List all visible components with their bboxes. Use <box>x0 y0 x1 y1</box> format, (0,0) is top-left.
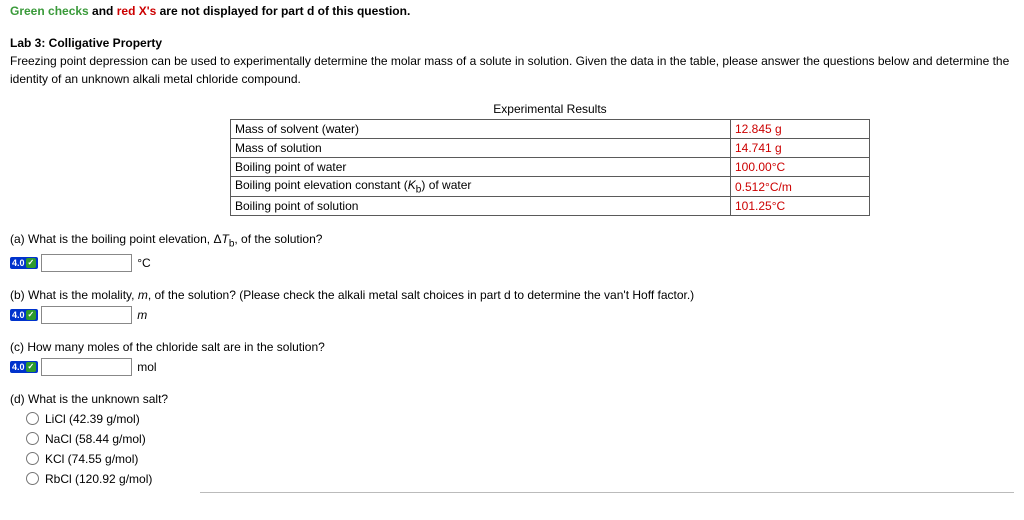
check-icon: ✓ <box>26 310 37 320</box>
table-cell-label: Boiling point elevation constant (Kb) of… <box>231 177 731 197</box>
correctness-note: Green checks and red X's are not display… <box>10 4 1014 18</box>
choice-radio-nacl[interactable] <box>26 432 39 445</box>
question-b-prompt: (b) What is the molality, m, of the solu… <box>10 286 1014 304</box>
table-cell-label: Mass of solvent (water) <box>231 120 731 139</box>
green-checks-text: Green checks <box>10 4 89 18</box>
answer-c-input[interactable] <box>41 358 132 376</box>
answer-b-unit: m <box>137 308 147 322</box>
choice-label: RbCl (120.92 g/mol) <box>45 472 152 486</box>
answer-b-input[interactable] <box>41 306 132 324</box>
table-row: Mass of solvent (water) 12.845 g <box>231 120 870 139</box>
choice-radio-licl[interactable] <box>26 412 39 425</box>
table-cell-value: 14.741 g <box>731 139 870 158</box>
choice-label: NaCl (58.44 g/mol) <box>45 432 146 446</box>
table-cell-value: 0.512°C/m <box>731 177 870 197</box>
table-caption: Experimental Results <box>230 102 870 116</box>
answer-c-unit: mol <box>137 360 156 374</box>
answer-a-input[interactable] <box>41 254 132 272</box>
divider <box>200 492 1014 493</box>
red-x-text: red X's <box>117 4 157 18</box>
table-row: Boiling point elevation constant (Kb) of… <box>231 177 870 197</box>
table-row: Mass of solution 14.741 g <box>231 139 870 158</box>
choice-item[interactable]: NaCl (58.44 g/mol) <box>26 432 1014 446</box>
choice-item[interactable]: LiCl (42.39 g/mol) <box>26 412 1014 426</box>
table-cell-value: 12.845 g <box>731 120 870 139</box>
choice-label: LiCl (42.39 g/mol) <box>45 412 140 426</box>
table-cell-value: 100.00°C <box>731 158 870 177</box>
question-c-answer: 4.0✓ mol <box>10 358 1014 376</box>
tolerance-badge: 4.0✓ <box>10 257 38 269</box>
choice-item[interactable]: RbCl (120.92 g/mol) <box>26 472 1014 486</box>
table-cell-value: 101.25°C <box>731 197 870 216</box>
lab-intro: Freezing point depression can be used to… <box>10 52 1014 88</box>
table-row: Boiling point of solution 101.25°C <box>231 197 870 216</box>
tolerance-badge: 4.0✓ <box>10 309 38 321</box>
results-table: Mass of solvent (water) 12.845 g Mass of… <box>230 119 870 216</box>
check-icon: ✓ <box>26 258 37 268</box>
choice-item[interactable]: KCl (74.55 g/mol) <box>26 452 1014 466</box>
answer-a-unit: °C <box>137 256 150 270</box>
tolerance-badge: 4.0✓ <box>10 361 38 373</box>
table-cell-label: Mass of solution <box>231 139 731 158</box>
question-b-answer: 4.0✓ m <box>10 306 1014 324</box>
table-cell-label: Boiling point of solution <box>231 197 731 216</box>
question-d-choices: LiCl (42.39 g/mol) NaCl (58.44 g/mol) KC… <box>26 412 1014 486</box>
table-row: Boiling point of water 100.00°C <box>231 158 870 177</box>
question-d-prompt: (d) What is the unknown salt? <box>10 390 1014 408</box>
choice-radio-kcl[interactable] <box>26 452 39 465</box>
results-table-wrap: Experimental Results Mass of solvent (wa… <box>230 102 870 216</box>
question-a-prompt: (a) What is the boiling point elevation,… <box>10 230 1014 251</box>
choice-radio-rbcl[interactable] <box>26 472 39 485</box>
table-cell-label: Boiling point of water <box>231 158 731 177</box>
choice-label: KCl (74.55 g/mol) <box>45 452 138 466</box>
question-a-answer: 4.0✓ °C <box>10 254 1014 272</box>
check-icon: ✓ <box>26 362 37 372</box>
question-c-prompt: (c) How many moles of the chloride salt … <box>10 338 1014 356</box>
lab-title: Lab 3: Colligative Property <box>10 36 1014 50</box>
